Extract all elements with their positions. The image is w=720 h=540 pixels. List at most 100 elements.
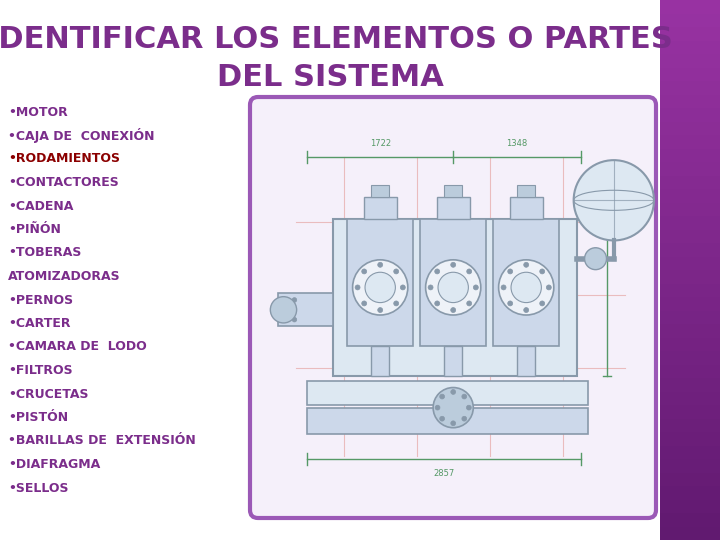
Circle shape	[435, 269, 440, 274]
Circle shape	[540, 269, 545, 274]
Circle shape	[435, 405, 440, 410]
Bar	[660, 94, 720, 108]
Circle shape	[473, 285, 478, 290]
Circle shape	[451, 308, 456, 313]
Circle shape	[292, 298, 297, 302]
Circle shape	[523, 308, 528, 313]
Bar	[307, 408, 588, 434]
Circle shape	[440, 416, 444, 421]
Text: •CAMARA DE  LODO: •CAMARA DE LODO	[8, 341, 147, 354]
Circle shape	[451, 262, 456, 267]
Text: •CRUCETAS: •CRUCETAS	[8, 388, 89, 401]
Bar	[660, 432, 720, 445]
Circle shape	[462, 394, 467, 399]
Circle shape	[440, 394, 444, 399]
Bar	[493, 219, 559, 346]
Bar	[660, 0, 720, 14]
Bar	[660, 459, 720, 472]
Text: 1348: 1348	[506, 138, 528, 147]
Circle shape	[394, 301, 399, 306]
Circle shape	[508, 269, 513, 274]
Bar	[660, 526, 720, 540]
Circle shape	[438, 272, 469, 302]
Text: •TOBERAS: •TOBERAS	[8, 246, 81, 260]
Text: •SELLOS: •SELLOS	[8, 482, 68, 495]
Text: •RODAMIENTOS: •RODAMIENTOS	[8, 152, 120, 165]
Circle shape	[451, 421, 456, 426]
Circle shape	[546, 285, 552, 290]
Bar	[444, 185, 462, 197]
Bar	[660, 230, 720, 243]
Bar	[660, 270, 720, 284]
Circle shape	[499, 260, 554, 315]
Bar	[371, 346, 390, 375]
Circle shape	[585, 248, 606, 269]
Circle shape	[378, 262, 383, 267]
Bar	[660, 122, 720, 135]
Circle shape	[523, 262, 528, 267]
Text: •DIAFRAGMA: •DIAFRAGMA	[8, 458, 100, 471]
Bar	[660, 108, 720, 122]
Circle shape	[511, 272, 541, 302]
Circle shape	[355, 285, 360, 290]
Bar	[660, 135, 720, 148]
Bar	[660, 68, 720, 81]
Text: •PERNOS: •PERNOS	[8, 294, 73, 307]
Bar	[444, 346, 462, 375]
Text: •FILTROS: •FILTROS	[8, 364, 73, 377]
Bar	[660, 405, 720, 418]
Circle shape	[428, 285, 433, 290]
Bar	[660, 472, 720, 486]
Circle shape	[467, 269, 472, 274]
Circle shape	[451, 389, 456, 394]
Bar	[372, 185, 390, 197]
Bar	[437, 197, 469, 219]
Text: 1722: 1722	[369, 138, 391, 147]
Text: •CAJA DE  CONEXIÓN: •CAJA DE CONEXIÓN	[8, 128, 155, 143]
Bar	[510, 197, 543, 219]
Bar	[660, 243, 720, 256]
Bar	[660, 486, 720, 500]
Circle shape	[467, 301, 472, 306]
Circle shape	[574, 160, 654, 240]
Bar	[660, 378, 720, 392]
Bar	[420, 219, 486, 346]
Text: •MOTOR: •MOTOR	[8, 105, 68, 118]
Bar	[660, 338, 720, 351]
Bar	[660, 27, 720, 40]
Bar	[307, 381, 588, 404]
Bar	[660, 216, 720, 229]
Circle shape	[435, 301, 440, 306]
Circle shape	[508, 301, 513, 306]
Text: DEL SISTEMA: DEL SISTEMA	[217, 64, 444, 92]
Text: IDENTIFICAR LOS ELEMENTOS O PARTES: IDENTIFICAR LOS ELEMENTOS O PARTES	[0, 25, 673, 55]
Circle shape	[501, 285, 506, 290]
Bar	[517, 346, 536, 375]
Bar	[660, 392, 720, 405]
Text: •CONTACTORES: •CONTACTORES	[8, 176, 119, 189]
Bar	[660, 162, 720, 176]
Bar	[660, 500, 720, 513]
Bar	[660, 364, 720, 378]
Bar	[517, 185, 535, 197]
Bar	[333, 219, 577, 375]
Circle shape	[292, 318, 297, 322]
Bar	[660, 351, 720, 364]
Circle shape	[433, 388, 473, 428]
Circle shape	[292, 307, 297, 312]
Bar	[660, 81, 720, 94]
Text: •BARILLAS DE  EXTENSIÓN: •BARILLAS DE EXTENSIÓN	[8, 435, 196, 448]
Bar	[660, 176, 720, 189]
Bar	[660, 418, 720, 432]
Circle shape	[361, 301, 366, 306]
Circle shape	[400, 285, 405, 290]
Text: •CADENA: •CADENA	[8, 199, 73, 213]
Bar	[660, 14, 720, 27]
Circle shape	[426, 260, 481, 315]
Text: ATOMIZADORAS: ATOMIZADORAS	[8, 270, 121, 283]
Bar	[347, 219, 413, 346]
Circle shape	[378, 308, 383, 313]
Circle shape	[365, 272, 395, 302]
Bar	[660, 202, 720, 216]
Text: •CARTER: •CARTER	[8, 317, 71, 330]
